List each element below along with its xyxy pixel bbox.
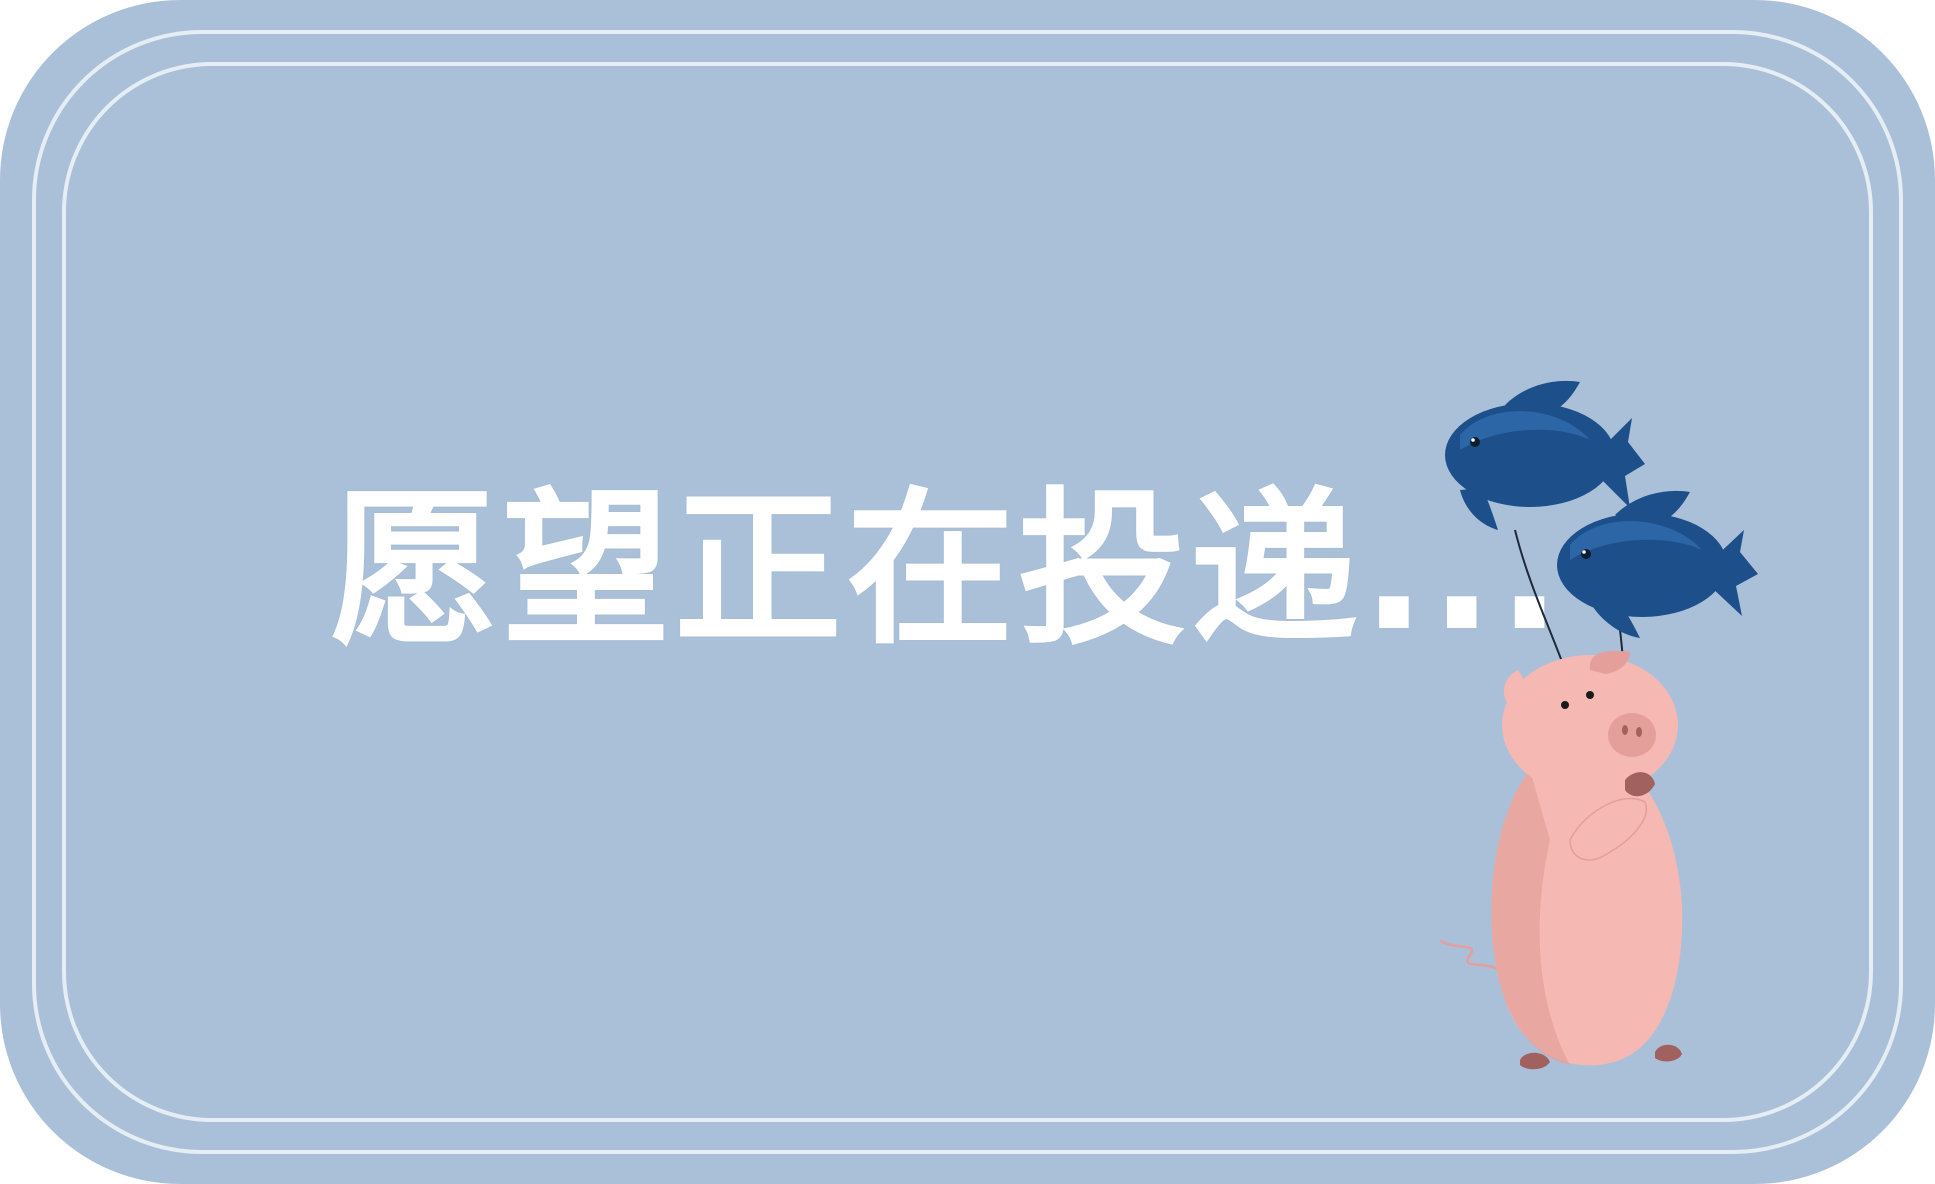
fish-belly-shine	[1570, 521, 1702, 560]
pig-snout	[1608, 713, 1656, 757]
pig-icon	[1439, 650, 1683, 1070]
pig-arm	[1569, 797, 1648, 861]
delivery-message: 愿望正在投递...	[330, 472, 1566, 668]
pig-ear-top	[1589, 650, 1630, 674]
pig-body-shadow	[1491, 770, 1570, 1065]
pig-tail	[1439, 938, 1501, 972]
fish-eye	[1470, 437, 1480, 447]
pig-hoof-foot	[1520, 1052, 1550, 1070]
pig-ear-left	[1503, 670, 1530, 718]
pig-hoof-foot	[1655, 1044, 1682, 1062]
pig-hoof-hand	[1625, 772, 1655, 797]
card-inner-frame	[62, 62, 1873, 1122]
pig-with-fish-balloons-illustration	[1439, 380, 1758, 1070]
pig-eye	[1561, 701, 1569, 709]
pig-head	[1502, 655, 1678, 795]
fish-eye	[1581, 549, 1591, 559]
fish-belly-shine	[1460, 411, 1590, 450]
pig-eye	[1586, 691, 1594, 699]
fish-fin-bottom	[1590, 600, 1640, 638]
fish-balloon-icon	[1557, 490, 1758, 638]
card-outer-frame	[32, 30, 1903, 1154]
fish-balloon-icon	[1445, 380, 1645, 530]
fish-fin-bottom	[1460, 488, 1498, 530]
